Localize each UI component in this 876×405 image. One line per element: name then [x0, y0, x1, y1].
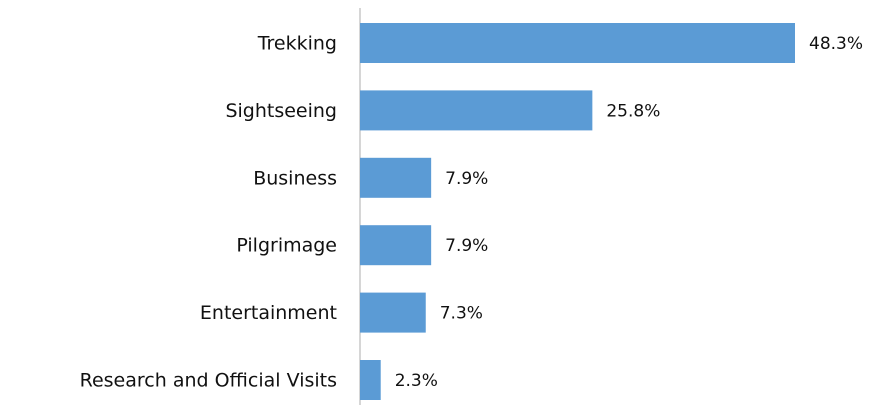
- bar: [360, 157, 432, 198]
- category-label: Sightseeing: [225, 100, 337, 122]
- category-label: Pilgrimage: [236, 235, 337, 257]
- bar: [360, 225, 432, 266]
- bar: [360, 292, 426, 333]
- category-label: Entertainment: [200, 302, 337, 324]
- data-label: 7.9%: [445, 169, 488, 189]
- data-label: 7.9%: [445, 236, 488, 256]
- category-label: Business: [253, 167, 337, 189]
- data-label: 48.3%: [809, 34, 863, 54]
- data-label: 25.8%: [606, 101, 660, 121]
- category-label: Trekking: [257, 33, 337, 55]
- category-label: Research and Official Visits: [80, 370, 337, 392]
- bar: [360, 23, 795, 63]
- data-label: 2.3%: [395, 371, 438, 391]
- data-label: 7.3%: [440, 304, 483, 324]
- bar: [360, 90, 593, 131]
- bar: [360, 360, 381, 400]
